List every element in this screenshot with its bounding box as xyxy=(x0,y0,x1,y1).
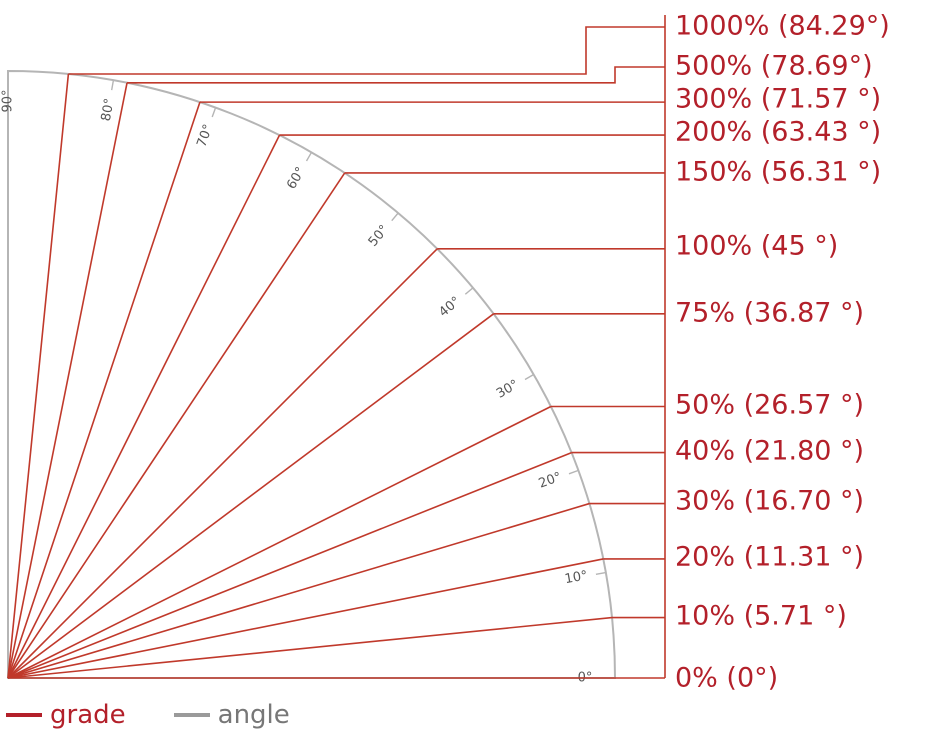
angle-label-70: 70° xyxy=(194,122,216,149)
grade-line-20 xyxy=(8,559,603,678)
legend-angle: angle xyxy=(174,700,290,730)
grade-label-10: 10% (5.71 °) xyxy=(675,601,847,632)
angle-swatch xyxy=(174,713,210,717)
grade-swatch xyxy=(6,713,42,717)
grade-line-50 xyxy=(8,406,551,678)
grade-label-150: 150% (56.31 °) xyxy=(675,157,881,188)
angle-label-90: 90° xyxy=(1,89,16,112)
grade-label-200: 200% (63.43 °) xyxy=(675,117,881,148)
grade-label-100: 100% (45 °) xyxy=(675,231,838,262)
grade-label-30: 30% (16.70 °) xyxy=(675,486,864,517)
angle-label-30: 30° xyxy=(494,377,521,402)
angle-tick xyxy=(596,573,606,575)
grade-label-500: 500% (78.69°) xyxy=(675,51,873,82)
grade-label-1000: 1000% (84.29°) xyxy=(675,11,890,42)
legend-grade-label: grade xyxy=(50,700,126,730)
grade-leader-1000 xyxy=(68,27,665,74)
legend: grade angle xyxy=(6,700,290,730)
angle-tick xyxy=(569,470,578,473)
grade-label-40: 40% (21.80 °) xyxy=(675,436,864,467)
angle-tick xyxy=(392,213,398,221)
grade-line-10 xyxy=(8,618,612,678)
angle-tick xyxy=(465,288,473,294)
legend-grade: grade xyxy=(6,700,126,730)
angle-tick xyxy=(525,375,534,380)
angle-tick xyxy=(212,108,215,117)
grade-label-50: 50% (26.57 °) xyxy=(675,390,864,421)
grade-label-75: 75% (36.87 °) xyxy=(675,298,864,329)
grade-line-200 xyxy=(8,135,280,678)
angle-tick xyxy=(112,80,114,90)
angle-label-60: 60° xyxy=(284,165,309,192)
angle-label-10: 10° xyxy=(564,568,589,587)
angle-label-50: 50° xyxy=(366,222,392,249)
angle-tick xyxy=(307,152,312,161)
legend-angle-label: angle xyxy=(218,700,290,730)
grade-line-40 xyxy=(8,453,572,678)
grade-line-75 xyxy=(8,314,494,678)
grade-label-0: 0% (0°) xyxy=(675,663,778,694)
grade-label-300: 300% (71.57 °) xyxy=(675,84,881,115)
angle-label-40: 40° xyxy=(436,294,463,320)
grade-leader-500 xyxy=(127,67,665,83)
grade-label-20: 20% (11.31 °) xyxy=(675,542,864,573)
angle-label-80: 80° xyxy=(99,97,118,122)
angle-label-20: 20° xyxy=(537,470,564,492)
